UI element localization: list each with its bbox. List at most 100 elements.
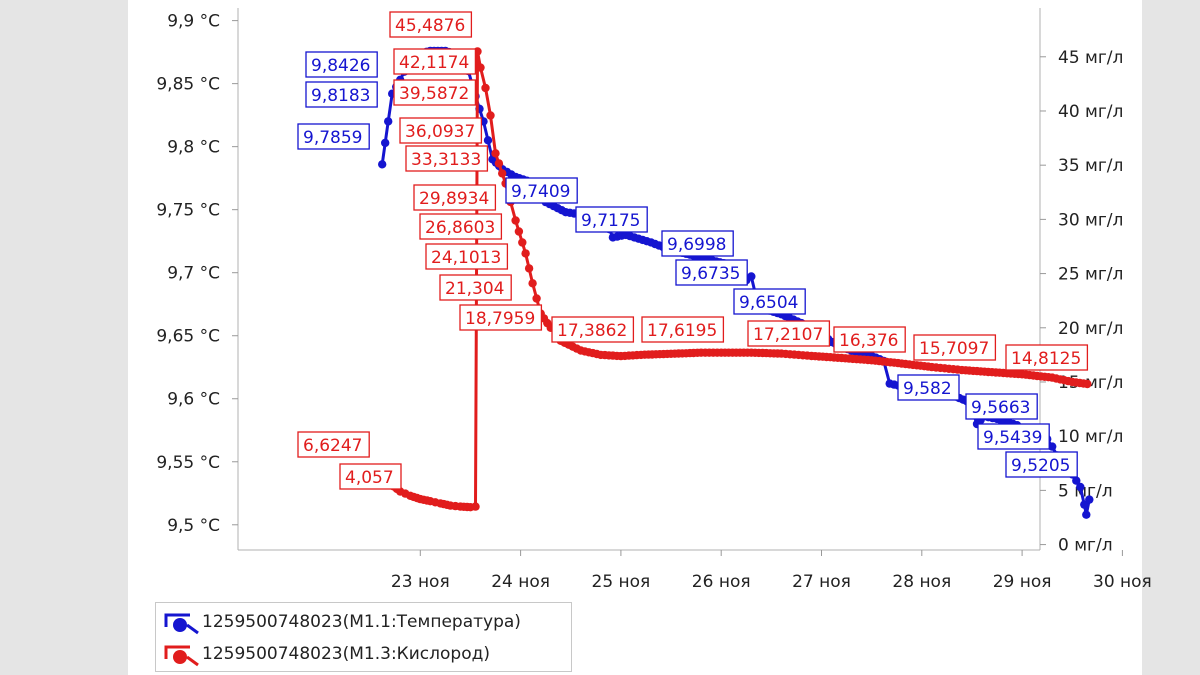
x-tick-label: 23 ноя <box>391 572 450 592</box>
data-point-oxygen <box>524 264 534 273</box>
data-label-temperature: 9,7409 <box>505 177 578 204</box>
data-label-oxygen: 45,4876 <box>389 11 473 38</box>
x-tick-label: 25 ноя <box>592 572 651 592</box>
data-label-box <box>413 184 497 211</box>
data-label-text: 29,8934 <box>419 189 489 209</box>
data-label-text: 24,1013 <box>431 248 501 268</box>
data-label-box <box>1005 451 1078 478</box>
x-tick-label: 28 ноя <box>892 572 951 592</box>
data-point-oxygen <box>511 216 520 225</box>
data-label-text: 9,5439 <box>983 428 1042 448</box>
data-label-box <box>733 288 806 315</box>
data-point-temperature <box>1076 482 1085 492</box>
y-left-tick-label: 9,55 °C <box>156 453 220 473</box>
legend-item-temperature[interactable]: 1259500748023(M1.1:Температура) <box>156 607 571 637</box>
data-label-temperature: 9,7859 <box>297 123 370 150</box>
y-left-tick-label: 9,75 °C <box>156 201 220 221</box>
data-label-box <box>897 374 960 401</box>
legend-temperature-label: 1259500748023(M1.1:Температура) <box>202 612 521 632</box>
data-label-text: 9,7175 <box>581 211 640 231</box>
data-label-box <box>459 304 543 331</box>
data-point-temperature <box>384 117 393 126</box>
y-left-tick-label: 9,5 °C <box>167 516 220 536</box>
chart-legend: 1259500748023(M1.1:Температура) 12595007… <box>155 602 572 672</box>
data-label-box <box>297 123 370 150</box>
data-label-text: 15,7097 <box>919 339 989 359</box>
data-label-text: 14,8125 <box>1011 349 1081 369</box>
data-point-temperature <box>1048 442 1057 451</box>
data-label-text: 9,7859 <box>303 128 362 148</box>
data-label-temperature: 9,6504 <box>733 288 806 315</box>
y-left-tick-label: 9,6 °C <box>167 390 220 410</box>
data-label-temperature: 9,5663 <box>965 393 1038 420</box>
data-point-oxygen <box>532 294 541 303</box>
y-right-tick-label: 25 мг/л <box>1058 265 1123 285</box>
data-label-box <box>505 177 578 204</box>
data-label-text: 18,7959 <box>465 309 535 329</box>
data-point-oxygen <box>1083 379 1092 389</box>
data-label-text: 9,5205 <box>1011 456 1070 476</box>
data-label-text: 4,057 <box>345 468 394 488</box>
data-label-oxygen: 14,8125 <box>1005 344 1089 371</box>
data-point-temperature <box>1082 510 1091 519</box>
data-label-temperature: 9,6998 <box>661 230 734 257</box>
data-point-oxygen <box>481 83 490 93</box>
data-label-box <box>675 259 748 286</box>
data-label-text: 45,4876 <box>395 16 465 36</box>
data-label-oxygen: 33,3133 <box>405 145 489 172</box>
data-label-text: 21,304 <box>445 279 504 299</box>
data-label-box <box>305 51 378 78</box>
data-point-oxygen <box>486 111 495 120</box>
data-label-oxygen: 39,5872 <box>393 79 477 106</box>
data-label-temperature: 9,7175 <box>575 206 648 233</box>
data-label-box <box>297 431 370 458</box>
y-left-tick-label: 9,9 °C <box>167 12 220 32</box>
data-label-box <box>393 48 477 75</box>
data-label-oxygen: 18,7959 <box>459 304 543 331</box>
y-right-tick-label: 20 мг/л <box>1058 319 1123 339</box>
data-label-temperature: 9,582 <box>897 374 960 401</box>
data-point-temperature <box>378 160 387 169</box>
data-label-text: 9,7409 <box>511 182 570 202</box>
data-label-oxygen: 4,057 <box>339 463 402 490</box>
data-point-temperature <box>1085 495 1094 504</box>
data-label-oxygen: 17,3862 <box>551 316 635 343</box>
data-label-oxygen: 42,1174 <box>393 48 477 75</box>
data-label-temperature: 9,8183 <box>305 81 378 108</box>
y-left-tick-label: 9,85 °C <box>156 75 220 95</box>
legend-item-oxygen[interactable]: 1259500748023(M1.3:Кислород) <box>156 639 571 669</box>
data-label-box <box>747 320 831 347</box>
data-label-oxygen: 26,8603 <box>419 213 503 240</box>
data-label-text: 6,6247 <box>303 436 362 456</box>
data-label-text: 17,6195 <box>647 321 717 341</box>
x-tick-label: 26 ноя <box>692 572 751 592</box>
data-label-temperature: 9,5439 <box>977 423 1050 450</box>
data-point-oxygen <box>514 227 524 236</box>
data-label-box <box>393 79 477 106</box>
data-label-oxygen: 36,0937 <box>399 117 483 144</box>
y-right-tick-label: 0 мг/л <box>1058 536 1113 556</box>
data-label-oxygen: 17,2107 <box>747 320 831 347</box>
y-right-tick-label: 5 мг/л <box>1058 481 1113 501</box>
y-right-tick-label: 35 мг/л <box>1058 156 1123 176</box>
data-point-temperature <box>381 138 390 148</box>
data-label-text: 9,6735 <box>681 264 740 284</box>
data-label-temperature: 9,6735 <box>675 259 748 286</box>
data-point-oxygen <box>518 238 527 247</box>
data-label-text: 9,8183 <box>311 86 370 106</box>
data-label-text: 17,3862 <box>557 321 627 341</box>
data-label-oxygen: 21,304 <box>439 274 512 301</box>
data-label-oxygen: 29,8934 <box>413 184 497 211</box>
y-left-tick-label: 9,7 °C <box>167 264 220 284</box>
data-point-temperature <box>483 136 493 145</box>
data-point-oxygen <box>521 249 530 258</box>
data-label-box <box>965 393 1038 420</box>
data-label-oxygen: 17,6195 <box>641 316 725 343</box>
legend-temperature-icon <box>164 613 199 635</box>
data-label-box <box>419 213 503 240</box>
data-label-oxygen: 15,7097 <box>913 334 997 361</box>
y-left-tick-label: 9,8 °C <box>167 138 220 158</box>
data-label-oxygen: 6,6247 <box>297 431 370 458</box>
data-point-oxygen <box>528 279 537 288</box>
chart-svg: 9,5 °C 9,55 °C 9,6 °C 9,65 °C 9,7 °C 9,75 °C 9… <box>156 8 1152 592</box>
